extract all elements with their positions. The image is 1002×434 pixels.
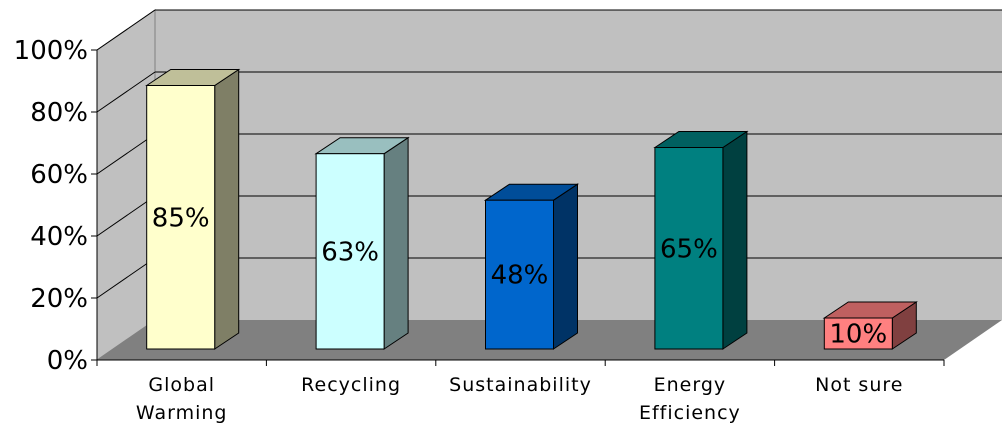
data-label: 10% — [829, 320, 887, 350]
y-tick-label: 80% — [30, 98, 88, 128]
x-tick-label-line: Global — [148, 374, 215, 396]
x-tick-label-line: Recycling — [301, 374, 401, 396]
bar-front — [654, 147, 724, 350]
gridline-side — [96, 9, 156, 51]
bar-front — [146, 85, 216, 350]
bars — [145, 68, 918, 350]
category-labels: Global Warming Recycling Sustainability Ener… — [136, 374, 903, 424]
x-tick-label-line: Not sure — [815, 374, 903, 396]
bar-side — [722, 130, 748, 350]
gridline-side — [96, 133, 156, 175]
bar-front — [315, 153, 385, 350]
x-axis-ticks — [96, 360, 945, 366]
bar-side — [553, 183, 578, 350]
data-label: 48% — [491, 261, 549, 291]
bar-front — [485, 199, 554, 350]
y-tick-label: 100% — [14, 36, 88, 66]
data-labels: 85% 63% 48% 65% 10% — [152, 203, 887, 349]
bar — [822, 301, 918, 350]
bar — [483, 183, 580, 350]
bar-side — [214, 68, 240, 350]
x-tick-label: Recycling — [301, 374, 401, 396]
gridline-side — [96, 71, 156, 113]
x-tick-label-line: Warming — [136, 402, 228, 424]
y-tick-label: 20% — [30, 284, 88, 314]
x-tick-label: Sustainability — [449, 374, 592, 396]
chart-back-wall — [155, 10, 1002, 320]
x-tick-label-line: Energy — [654, 374, 727, 396]
data-label: 63% — [321, 237, 379, 267]
bar — [145, 68, 241, 350]
y-tick-label: 60% — [30, 160, 88, 190]
bar — [653, 130, 749, 350]
y-axis-ticks: 0% 20% 40% 60% 80% 100% — [14, 36, 97, 376]
x-tick-label: Energy Efficiency — [639, 374, 741, 424]
x-tick-label-line: Sustainability — [449, 374, 592, 396]
x-tick-label-line: Efficiency — [639, 402, 741, 424]
bar — [314, 136, 410, 350]
data-label: 85% — [152, 203, 210, 233]
gridline-side — [96, 257, 156, 299]
gridline-side — [96, 195, 156, 237]
x-tick-label: Global Warming — [136, 374, 228, 424]
data-label: 65% — [660, 234, 718, 264]
y-tick-label: 40% — [30, 222, 88, 252]
gridlines — [96, 9, 1002, 299]
y-tick-label: 0% — [47, 346, 88, 376]
bar-front — [823, 317, 893, 350]
bar-side — [383, 136, 409, 350]
x-tick-label: Not sure — [815, 374, 903, 396]
